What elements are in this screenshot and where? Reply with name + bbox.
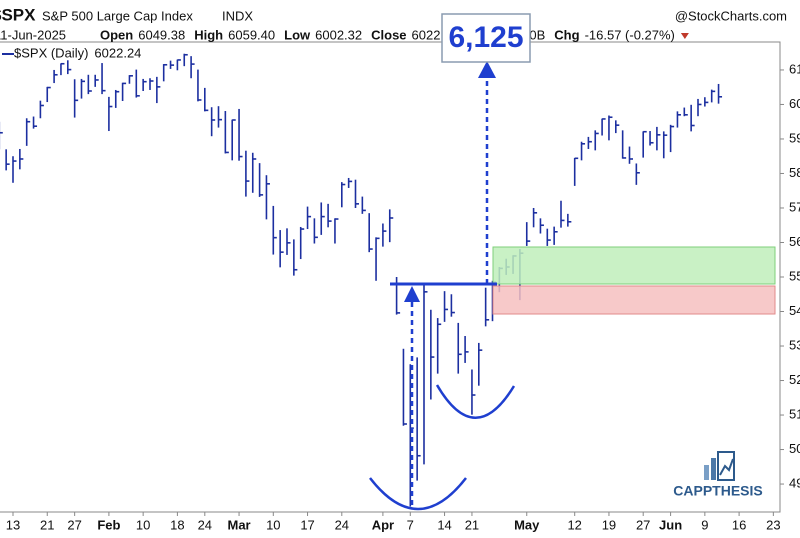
target-label: 6,125 (448, 21, 523, 54)
logo-text: CAPPTHESIS (673, 483, 762, 499)
quote-label: Open (100, 27, 133, 42)
y-tick-label: 6100 (789, 61, 800, 76)
y-tick-label: 5000 (789, 441, 800, 456)
x-tick-label: 16 (732, 517, 746, 532)
chart-title: S&P 500 Large Cap Index (42, 8, 193, 23)
x-tick-label: 17 (300, 517, 314, 532)
x-tick-label: 23 (766, 517, 780, 532)
y-tick-label: 5700 (789, 199, 800, 214)
arrow-head (404, 286, 420, 302)
x-tick-label: 13 (6, 517, 20, 532)
header: $SPX S&P 500 Large Cap Index INDX @Stock… (0, 5, 787, 60)
quote-value: 6049.38 (138, 27, 185, 42)
quote-value: 6059.40 (228, 27, 275, 42)
bottom-curve (369, 477, 467, 511)
y-tick-label: 5800 (789, 165, 800, 180)
x-tick-label: 10 (136, 517, 150, 532)
x-tick-label: Feb (97, 517, 120, 532)
x-tick-label: 18 (170, 517, 184, 532)
arrow-head (478, 61, 496, 78)
quote-label: Close (371, 27, 406, 42)
x-tick-label: May (514, 517, 540, 532)
quote-label: Low (284, 27, 311, 42)
bottom-curve (435, 384, 516, 419)
logo-icon (704, 465, 709, 480)
y-tick-label: 4900 (789, 475, 800, 490)
logo-icon (719, 458, 734, 476)
logo-icon (717, 451, 735, 481)
x-tick-label: Jun (659, 517, 682, 532)
y-tick-label: 5200 (789, 372, 800, 387)
y-tick-label: 5400 (789, 303, 800, 318)
y-tick-label: 5600 (789, 234, 800, 249)
risk-zone (492, 285, 776, 315)
x-tick-label: Apr (372, 517, 394, 532)
quote-label: Chg (554, 27, 579, 42)
date: 11-Jun-2025 (0, 27, 66, 42)
support-zone (492, 246, 776, 285)
x-tick-label: 19 (602, 517, 616, 532)
x-tick-label: 7 (407, 517, 414, 532)
exchange: INDX (222, 8, 253, 23)
target-box (441, 13, 531, 63)
y-tick-label: 5900 (789, 130, 800, 145)
x-tick-label: 9 (701, 517, 708, 532)
legend-last-value: 6022.24 (94, 45, 141, 60)
change-indicator (680, 33, 689, 39)
x-tick-label: Mar (227, 517, 250, 532)
source: @StockCharts.com (675, 8, 787, 23)
price-bars (0, 53, 723, 507)
y-tick-label: 5100 (789, 406, 800, 421)
symbol: $SPX (0, 5, 36, 24)
x-tick-label: 21 (40, 517, 54, 532)
y-tick-label: 6000 (789, 96, 800, 111)
logo: CAPPTHESIS (673, 451, 763, 499)
legend-label: $SPX (Daily) (14, 45, 88, 60)
x-tick-label: 12 (567, 517, 581, 532)
y-tick-label: 5300 (789, 337, 800, 352)
x-tick-label: 24 (198, 517, 212, 532)
x-tick-label: 27 (67, 517, 81, 532)
x-tick-label: 14 (437, 517, 451, 532)
x-tick-label: 27 (636, 517, 650, 532)
quote-value: 6002.32 (315, 27, 362, 42)
x-tick-label: 21 (465, 517, 479, 532)
x-tick-label: 10 (266, 517, 280, 532)
logo-icon (711, 458, 716, 480)
quote-label: High (194, 27, 223, 42)
x-tick-label: 24 (335, 517, 349, 532)
quote-value: -16.57 (-0.27%) (585, 27, 675, 42)
y-tick-label: 5500 (789, 268, 800, 283)
